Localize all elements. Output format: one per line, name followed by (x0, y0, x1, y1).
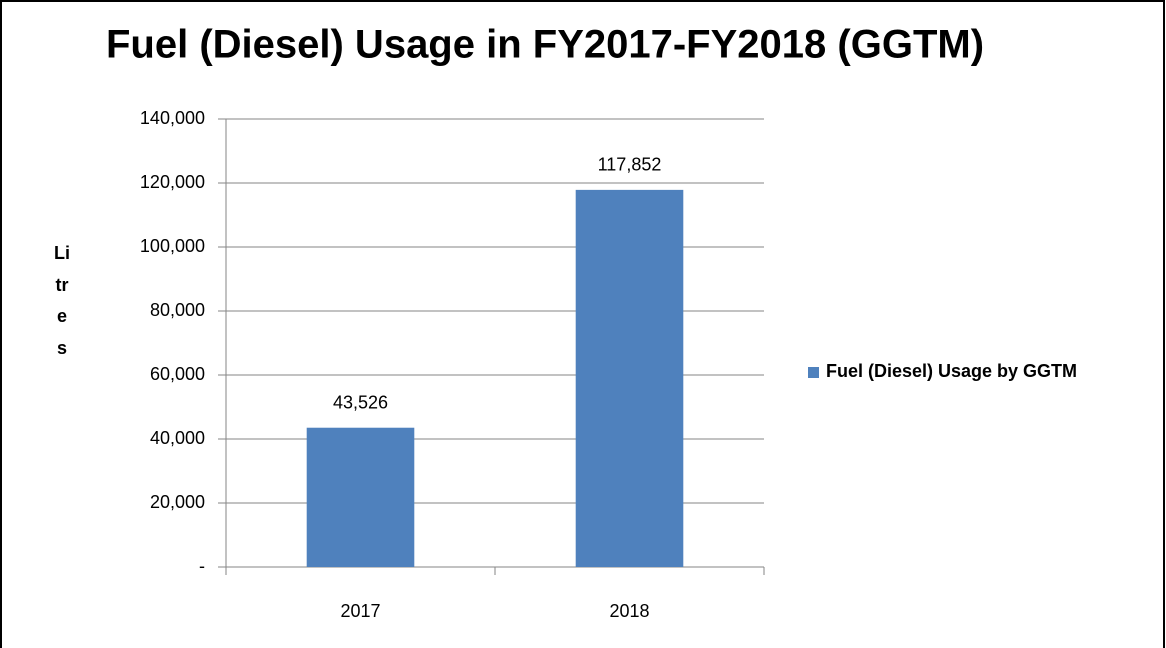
y-axis-label: Litres (54, 243, 70, 358)
legend-label: Fuel (Diesel) Usage by GGTM (826, 361, 1077, 381)
data-label: 43,526 (333, 392, 388, 412)
legend-swatch (808, 367, 819, 378)
bar (306, 427, 415, 567)
data-label: 117,852 (598, 155, 662, 175)
x-tick-label: 2017 (340, 601, 380, 621)
y-tick-label: 20,000 (150, 492, 205, 512)
y-tick-label: 40,000 (150, 428, 205, 448)
chart-title: Fuel (Diesel) Usage in FY2017-FY2018 (GG… (106, 23, 984, 67)
y-tick-label: 140,000 (140, 108, 205, 128)
y-tick-label: 100,000 (140, 236, 205, 256)
bar (575, 189, 684, 567)
y-tick-label: 60,000 (150, 364, 205, 384)
y-tick-label: 80,000 (150, 300, 205, 320)
y-tick-label: 120,000 (140, 172, 205, 192)
x-tick-label: 2018 (609, 601, 649, 621)
y-tick-label: - (199, 556, 205, 576)
